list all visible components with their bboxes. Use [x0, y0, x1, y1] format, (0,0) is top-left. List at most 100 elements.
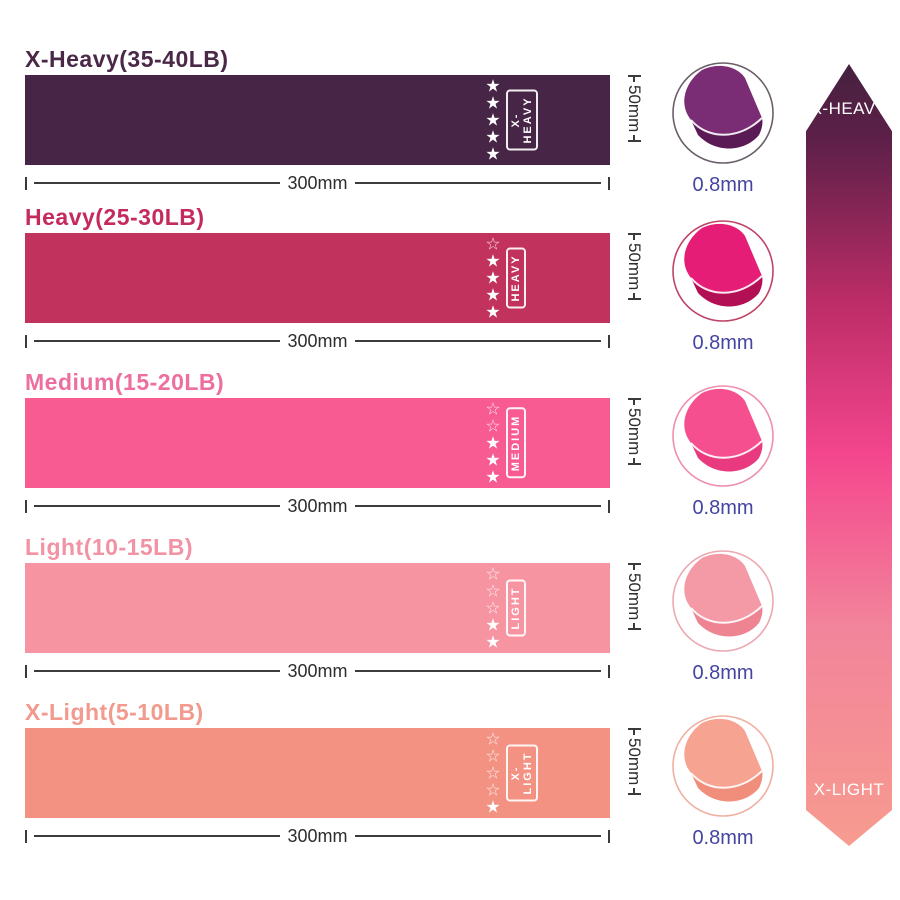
- dimension-line: [633, 623, 635, 629]
- dimension-line: [633, 235, 635, 240]
- star-outline-icon: ☆: [485, 746, 501, 766]
- star-filled-icon: ★: [485, 632, 501, 652]
- band-tag: X-LIGHT: [506, 744, 538, 802]
- band-row: X-Light(5-10LB) ☆ ☆ ☆ ☆ ★ X-LIGHT 50mm 300mm: [0, 699, 900, 862]
- folded-band-thumbnail: [672, 385, 774, 487]
- dimension-line: [633, 788, 635, 794]
- band-swatch: ☆ ☆ ☆ ★ ★ LIGHT: [25, 563, 610, 653]
- folded-band-thumbnail: [672, 62, 774, 164]
- dimension-line: [633, 400, 635, 405]
- star-filled-icon: ★: [485, 433, 501, 453]
- star-outline-icon: ☆: [485, 780, 501, 800]
- star-outline-icon: ☆: [485, 598, 501, 618]
- star-outline-icon: ☆: [485, 399, 501, 419]
- star-filled-icon: ★: [485, 797, 501, 817]
- star-filled-icon: ★: [485, 144, 501, 164]
- band-swatch: ☆ ★ ★ ★ ★ HEAVY: [25, 233, 610, 323]
- arrow-top-label: X-HEAVY: [810, 99, 888, 118]
- star-rating: ☆ ☆ ☆ ☆ ★: [480, 731, 506, 816]
- height-dimension-label: 50mm: [625, 243, 644, 291]
- height-dimension: 50mm: [624, 563, 644, 653]
- width-dimension: 300mm: [25, 660, 610, 681]
- width-dimension: 300mm: [25, 173, 610, 193]
- dimension-tick: [608, 664, 610, 678]
- dimension-tick: [627, 793, 641, 796]
- dimension-tick: [25, 499, 27, 513]
- star-rating: ☆ ☆ ★ ★ ★: [480, 401, 506, 486]
- dimension-line: [354, 182, 601, 184]
- dimension-line: [633, 293, 635, 299]
- thickness-label: 0.8mm: [692, 497, 754, 519]
- dimension-line: [34, 670, 281, 672]
- dimension-line: [633, 565, 635, 570]
- folded-band-thumbnail: [672, 550, 774, 652]
- dimension-line: [354, 835, 601, 837]
- width-dimension-label: 300mm: [287, 660, 348, 681]
- dimension-tick: [608, 499, 610, 513]
- band-row: Light(10-15LB) ☆ ☆ ☆ ★ ★ LIGHT 50mm 300mm: [0, 534, 900, 697]
- width-dimension: 300mm: [25, 330, 610, 351]
- star-filled-icon: ★: [485, 127, 501, 147]
- dimension-tick: [25, 334, 27, 348]
- dimension-tick: [627, 233, 641, 235]
- dimension-tick: [627, 463, 641, 466]
- dimension-line: [354, 340, 601, 342]
- width-dimension-label: 300mm: [287, 495, 348, 516]
- folded-band-thumbnail: [672, 220, 774, 322]
- band-title: X-Heavy(35-40LB): [25, 46, 229, 72]
- star-rating: ☆ ★ ★ ★ ★: [480, 236, 506, 321]
- dimension-line: [34, 835, 281, 837]
- star-rating: ★ ★ ★ ★ ★: [480, 78, 506, 163]
- band-swatch: ★ ★ ★ ★ ★ X-HEAVY: [25, 75, 610, 165]
- arrow-bottom-label: X-LIGHT: [813, 780, 885, 800]
- dimension-tick: [608, 829, 610, 843]
- dimension-tick: [627, 398, 641, 400]
- width-dimension: 300mm: [25, 826, 610, 846]
- width-dimension-label: 300mm: [287, 330, 348, 351]
- star-filled-icon: ★: [485, 268, 501, 288]
- star-rating: ☆ ☆ ☆ ★ ★: [480, 566, 506, 651]
- star-filled-icon: ★: [485, 251, 501, 271]
- dimension-tick: [25, 829, 27, 843]
- dimension-tick: [627, 728, 641, 730]
- star-filled-icon: ★: [485, 285, 501, 305]
- thickness-label: 0.8mm: [692, 662, 754, 684]
- band-tag: LIGHT: [506, 579, 526, 637]
- dimension-line: [34, 505, 281, 507]
- dimension-line: [633, 77, 635, 82]
- band-row: Heavy(25-30LB) ☆ ★ ★ ★ ★ HEAVY 50mm 300mm: [0, 204, 900, 367]
- dimension-line: [34, 340, 281, 342]
- dimension-tick: [627, 298, 641, 301]
- dimension-line: [354, 670, 601, 672]
- band-tag: X-HEAVY: [506, 89, 538, 151]
- band-tag: MEDIUM: [506, 407, 526, 479]
- height-dimension: 50mm: [624, 75, 644, 165]
- dimension-line: [633, 135, 635, 141]
- star-filled-icon: ★: [485, 110, 501, 130]
- star-filled-icon: ★: [485, 302, 501, 322]
- height-dimension: 50mm: [624, 233, 644, 323]
- star-outline-icon: ☆: [485, 581, 501, 601]
- dimension-tick: [627, 140, 641, 143]
- band-title: Heavy(25-30LB): [25, 204, 205, 230]
- star-filled-icon: ★: [485, 450, 501, 470]
- star-filled-icon: ★: [485, 467, 501, 487]
- dimension-tick: [608, 176, 610, 190]
- thickness-label: 0.8mm: [692, 174, 754, 196]
- thickness-label: 0.8mm: [692, 332, 754, 354]
- star-outline-icon: ☆: [485, 729, 501, 749]
- height-dimension: 50mm: [624, 728, 644, 818]
- star-outline-icon: ☆: [485, 763, 501, 783]
- band-swatch: ☆ ☆ ★ ★ ★ MEDIUM: [25, 398, 610, 488]
- band-row: X-Heavy(35-40LB) ★ ★ ★ ★ ★ X-HEAVY 50mm 300m…: [0, 46, 900, 209]
- height-dimension: 50mm: [624, 398, 644, 488]
- star-outline-icon: ☆: [485, 234, 501, 254]
- dimension-line: [354, 505, 601, 507]
- dimension-line: [633, 730, 635, 735]
- dimension-tick: [627, 628, 641, 631]
- height-dimension-label: 50mm: [625, 85, 644, 133]
- star-outline-icon: ☆: [485, 564, 501, 584]
- dimension-line: [633, 458, 635, 464]
- dimension-tick: [608, 334, 610, 348]
